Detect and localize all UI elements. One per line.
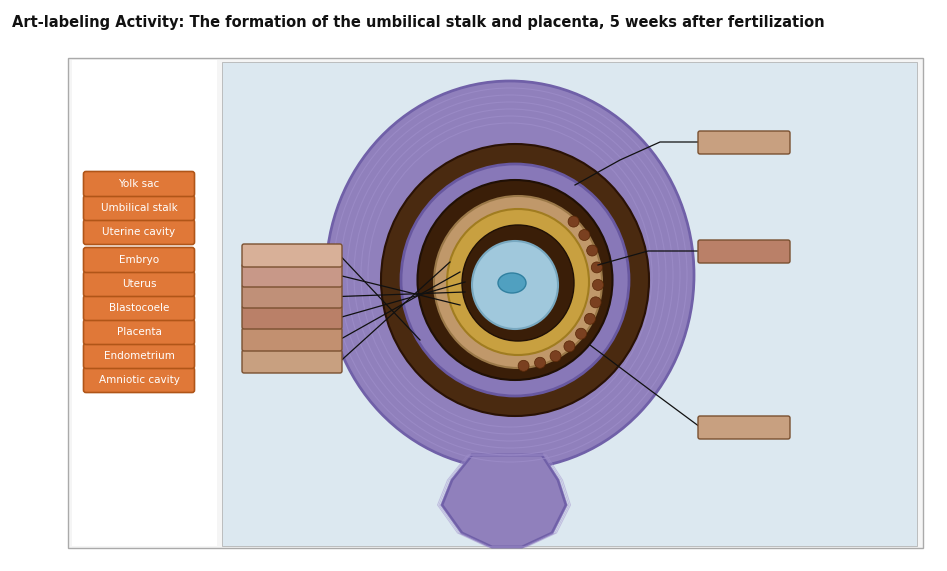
Text: Umbilical stalk: Umbilical stalk xyxy=(100,203,177,213)
FancyBboxPatch shape xyxy=(242,328,342,351)
Text: Endometrium: Endometrium xyxy=(103,351,174,361)
Ellipse shape xyxy=(472,241,558,329)
Circle shape xyxy=(591,262,602,273)
FancyBboxPatch shape xyxy=(72,60,217,546)
FancyBboxPatch shape xyxy=(83,296,194,320)
Text: Uterine cavity: Uterine cavity xyxy=(102,227,175,237)
FancyBboxPatch shape xyxy=(222,62,917,546)
FancyBboxPatch shape xyxy=(698,240,790,263)
FancyBboxPatch shape xyxy=(83,271,194,296)
FancyBboxPatch shape xyxy=(83,344,194,368)
Ellipse shape xyxy=(326,81,694,469)
Ellipse shape xyxy=(401,164,629,396)
Circle shape xyxy=(568,216,579,227)
Text: Art-labeling Activity: The formation of the umbilical stalk and placenta, 5 week: Art-labeling Activity: The formation of … xyxy=(12,14,825,30)
FancyBboxPatch shape xyxy=(242,306,342,329)
FancyBboxPatch shape xyxy=(83,368,194,392)
FancyBboxPatch shape xyxy=(698,416,790,439)
FancyBboxPatch shape xyxy=(242,244,342,267)
Ellipse shape xyxy=(381,144,649,416)
Ellipse shape xyxy=(447,209,589,355)
FancyBboxPatch shape xyxy=(68,58,923,548)
Ellipse shape xyxy=(462,225,574,341)
Circle shape xyxy=(534,357,545,368)
Text: Amniotic cavity: Amniotic cavity xyxy=(98,375,179,385)
Ellipse shape xyxy=(498,273,526,293)
Circle shape xyxy=(579,230,590,240)
Circle shape xyxy=(587,245,598,256)
Text: Placenta: Placenta xyxy=(116,327,161,337)
Text: Embryo: Embryo xyxy=(119,255,159,265)
Circle shape xyxy=(518,360,529,371)
Ellipse shape xyxy=(434,196,602,368)
FancyBboxPatch shape xyxy=(83,195,194,220)
Circle shape xyxy=(563,341,575,352)
FancyBboxPatch shape xyxy=(83,171,194,196)
Circle shape xyxy=(590,297,601,308)
FancyBboxPatch shape xyxy=(242,285,342,308)
Circle shape xyxy=(593,279,603,291)
Polygon shape xyxy=(442,455,566,547)
FancyBboxPatch shape xyxy=(242,264,342,287)
Circle shape xyxy=(584,313,596,324)
Text: Blastocoele: Blastocoele xyxy=(109,303,170,313)
Circle shape xyxy=(550,351,561,361)
FancyBboxPatch shape xyxy=(83,320,194,344)
FancyBboxPatch shape xyxy=(698,131,790,154)
Text: Yolk sac: Yolk sac xyxy=(118,179,160,189)
Ellipse shape xyxy=(418,180,613,380)
FancyBboxPatch shape xyxy=(242,350,342,373)
Text: Uterus: Uterus xyxy=(122,279,156,289)
FancyBboxPatch shape xyxy=(83,219,194,244)
FancyBboxPatch shape xyxy=(83,247,194,272)
Circle shape xyxy=(576,328,586,339)
